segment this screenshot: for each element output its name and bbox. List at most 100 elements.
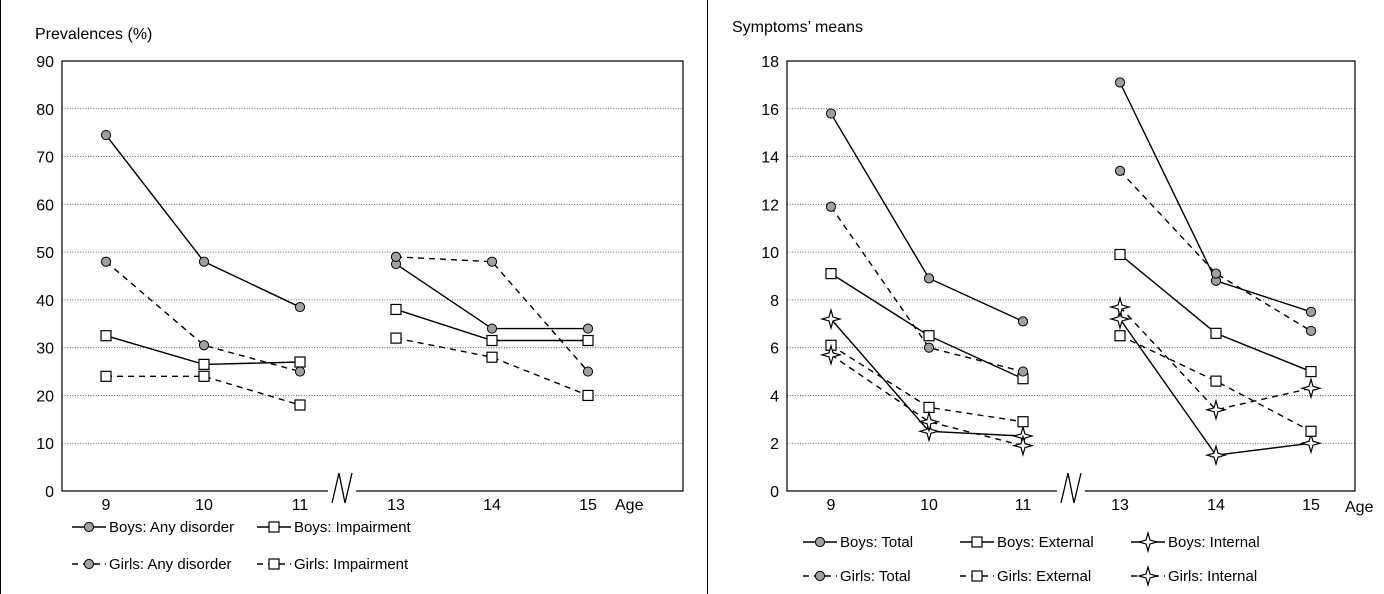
symptoms-legend-label: Boys: Internal [1168, 534, 1260, 551]
prevalence-y-tick-label: 60 [36, 197, 54, 214]
symptoms-y-tick-label: 18 [761, 54, 779, 71]
symptoms-data-point [1305, 325, 1317, 337]
symptoms-x-tick-label: 14 [1207, 497, 1225, 514]
symptoms-data-point [1017, 416, 1029, 428]
prevalence-y-tick-label: 10 [36, 436, 54, 453]
symptoms-legend-label: Boys: External [997, 534, 1094, 551]
symptoms-data-point [1114, 248, 1126, 261]
prevalence-data-point [294, 301, 306, 313]
symptoms-data-point [1114, 330, 1126, 342]
symptoms-y-tick-label: 2 [770, 436, 779, 453]
prevalence-y-tick-label: 90 [36, 54, 54, 71]
symptoms-series-boys-external [825, 248, 1317, 385]
prevalence-legend-label: Girls: Any disorder [109, 556, 232, 573]
prevalence-legend: Boys: Any disorder Boys: Impairment Girls:… [72, 519, 412, 573]
symptoms-y-tick-label: 14 [761, 150, 779, 167]
prevalence-data-point [100, 256, 112, 267]
symptoms-series-line [1119, 170, 1312, 332]
prevalence-series-girls-any-disorder [100, 251, 594, 377]
symptoms-series-line [1119, 306, 1312, 411]
prevalence-data-point [390, 303, 402, 316]
prevalence-data-point [294, 399, 306, 411]
symptoms-legend-marker [971, 536, 983, 548]
prevalence-chart: Prevalences (%) Age 0 10 20 30 40 50 60 70 80 90 9… [35, 26, 684, 573]
symptoms-x-tick-label: 11 [1015, 497, 1032, 514]
prevalence-y-tick-label: 70 [36, 150, 54, 167]
symptoms-series-boys-total [825, 77, 1317, 327]
symptoms-data-point [1108, 307, 1132, 331]
prevalence-series-boys-any-disorder [100, 129, 594, 334]
prevalence-data-point [100, 370, 112, 382]
symptoms-data-point [1305, 425, 1317, 437]
prevalence-series-line [395, 337, 589, 397]
symptoms-data-point [819, 307, 843, 331]
symptoms-y-tick-label: 10 [761, 245, 779, 262]
symptoms-legend-label: Girls: External [997, 568, 1091, 585]
symptoms-x-axis-label: Age [1345, 499, 1374, 516]
prevalence-y-tick-label: 20 [36, 388, 54, 405]
symptoms-series-line [1119, 318, 1312, 456]
symptoms-series-line [830, 113, 1024, 323]
symptoms-x-tick-label: 13 [1111, 497, 1129, 514]
prevalence-data-point [486, 256, 498, 267]
prevalence-data-point [582, 334, 594, 347]
symptoms-data-point [1204, 398, 1228, 421]
prevalence-x-tick-label: 15 [579, 497, 597, 514]
prevalence-plot-frame [61, 60, 684, 492]
prevalence-series-line [105, 261, 301, 373]
symptoms-data-point [1108, 295, 1132, 319]
prevalence-data-point [582, 389, 594, 402]
symptoms-data-point [1017, 316, 1029, 327]
symptoms-data-point [1299, 432, 1323, 455]
prevalence-data-point [294, 366, 306, 377]
symptoms-legend-marker [814, 536, 826, 548]
prevalence-y-tick-label: 0 [45, 484, 54, 501]
prevalence-data-point [582, 366, 594, 377]
symptoms-data-point [825, 108, 837, 119]
symptoms-chart-title: Symptoms’ means [732, 19, 863, 36]
prevalence-axis-break-mark [331, 472, 353, 504]
symptoms-x-tick-label: 9 [827, 497, 836, 514]
symptoms-y-tick-label: 0 [770, 484, 779, 501]
prevalence-x-tick-label: 14 [483, 497, 501, 514]
prevalence-y-tick-label: 40 [36, 293, 54, 310]
prevalence-legend-label: Girls: Impairment [294, 556, 409, 573]
symptoms-data-point [825, 268, 837, 280]
symptoms-legend-label: Boys: Total [840, 534, 913, 551]
symptoms-data-point [1204, 443, 1228, 467]
symptoms-plot-frame [786, 60, 1356, 492]
prevalence-x-tick-label: 10 [195, 497, 213, 514]
prevalence-y-tick-label: 80 [36, 102, 54, 119]
symptoms-data-point [1210, 327, 1222, 339]
prevalence-data-point [198, 340, 210, 351]
symptoms-y-tick-label: 8 [770, 293, 779, 310]
symptoms-legend-marker [1136, 564, 1160, 588]
prevalence-data-point [100, 129, 112, 141]
prevalence-data-point [390, 251, 402, 262]
prevalence-legend-label: Boys: Impairment [294, 519, 412, 536]
symptoms-data-point [1210, 268, 1222, 279]
prevalence-data-point [390, 332, 402, 344]
symptoms-series-line [1119, 335, 1312, 432]
prevalence-legend-marker [83, 521, 95, 533]
symptoms-data-point [1305, 306, 1317, 317]
prevalence-data-point [486, 323, 498, 334]
symptoms-data-point [923, 273, 935, 284]
prevalence-data-point [582, 323, 594, 334]
prevalence-x-tick-label: 11 [292, 497, 309, 514]
prevalence-data-point [198, 370, 210, 382]
prevalence-x-axis-label: Age [615, 497, 644, 514]
symptoms-x-tick-label: 15 [1302, 497, 1320, 514]
symptoms-data-point [1011, 434, 1035, 457]
prevalence-data-point [198, 358, 210, 370]
prevalence-data-point [100, 330, 112, 342]
symptoms-series-line [830, 344, 1024, 423]
symptoms-data-point [1210, 375, 1222, 387]
symptoms-y-tick-label: 12 [761, 197, 779, 214]
symptoms-data-point [1305, 365, 1317, 378]
prevalence-data-point [294, 356, 306, 368]
symptoms-y-tick-label: 6 [770, 341, 779, 358]
symptoms-data-point [819, 343, 843, 367]
symptoms-legend-marker [1136, 530, 1160, 554]
